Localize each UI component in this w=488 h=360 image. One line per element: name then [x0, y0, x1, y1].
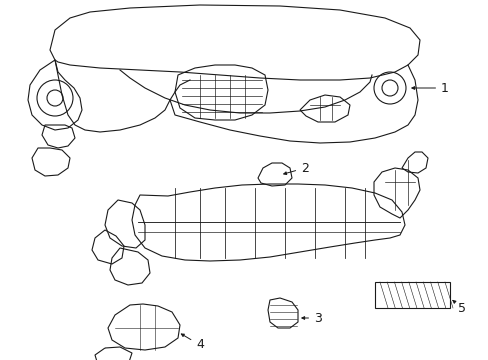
Text: 2: 2	[283, 162, 308, 175]
Text: 4: 4	[181, 334, 203, 351]
Text: 3: 3	[301, 311, 321, 324]
Text: 1: 1	[411, 81, 448, 94]
Text: 5: 5	[452, 300, 465, 315]
